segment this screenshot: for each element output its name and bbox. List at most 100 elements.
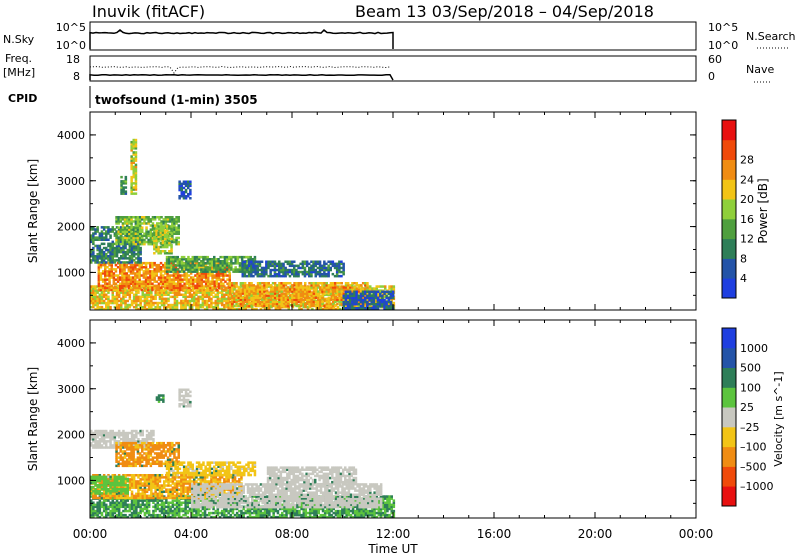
data-cell bbox=[129, 288, 133, 292]
data-cell bbox=[114, 274, 118, 277]
data-cell bbox=[273, 268, 277, 272]
data-cell bbox=[246, 294, 249, 297]
data-cell bbox=[342, 288, 346, 291]
data-cell bbox=[153, 286, 156, 290]
data-cell bbox=[340, 286, 343, 289]
data-cell bbox=[227, 509, 230, 513]
data-cell bbox=[146, 284, 150, 288]
data-cell bbox=[111, 511, 114, 515]
data-cell bbox=[387, 290, 391, 293]
data-cell bbox=[153, 229, 156, 232]
data-cell bbox=[189, 264, 192, 267]
data-cell bbox=[174, 264, 177, 267]
data-cell bbox=[145, 228, 148, 231]
data-cell bbox=[251, 307, 254, 311]
data-cell bbox=[376, 305, 380, 308]
data-cell bbox=[336, 305, 340, 309]
data-cell bbox=[105, 293, 108, 296]
data-cell bbox=[353, 296, 356, 300]
data-cell bbox=[329, 304, 333, 308]
data-cell bbox=[124, 180, 128, 183]
data-cell bbox=[310, 282, 313, 285]
data-cell bbox=[147, 238, 150, 242]
data-cell bbox=[178, 258, 182, 261]
data-cell bbox=[250, 270, 253, 274]
data-cell bbox=[143, 507, 147, 511]
data-cell bbox=[193, 268, 197, 271]
data-cell bbox=[266, 289, 269, 292]
data-cell bbox=[215, 288, 219, 292]
data-cell bbox=[222, 284, 225, 288]
data-cell bbox=[117, 303, 121, 307]
data-cell bbox=[132, 301, 136, 305]
data-cell bbox=[119, 236, 122, 240]
data-cell bbox=[161, 250, 165, 253]
data-cell bbox=[120, 505, 123, 509]
data-cell bbox=[289, 290, 292, 293]
data-cell bbox=[121, 284, 124, 288]
data-cell bbox=[318, 266, 322, 270]
data-cell bbox=[130, 178, 133, 181]
data-cell bbox=[204, 262, 207, 265]
data-cell bbox=[293, 274, 296, 278]
data-cell bbox=[115, 216, 118, 219]
data-cell bbox=[130, 291, 134, 294]
data-cell bbox=[282, 274, 285, 278]
data-cell bbox=[196, 280, 199, 283]
data-cell bbox=[130, 259, 134, 262]
data-cell bbox=[90, 509, 93, 513]
data-cell bbox=[251, 507, 254, 511]
data-cell bbox=[170, 229, 173, 232]
data-cell bbox=[308, 285, 312, 288]
data-cell bbox=[206, 262, 209, 265]
data-cell bbox=[298, 307, 301, 311]
data-cell bbox=[338, 260, 341, 263]
data-cell bbox=[90, 515, 93, 519]
data-cell bbox=[177, 288, 180, 292]
data-cell bbox=[280, 284, 283, 287]
data-cell bbox=[188, 307, 192, 311]
data-cell bbox=[295, 294, 298, 297]
data-cell bbox=[112, 274, 116, 277]
data-cell bbox=[254, 300, 258, 304]
data-cell bbox=[278, 304, 281, 308]
data-cell bbox=[177, 240, 180, 244]
data-cell bbox=[153, 237, 156, 241]
data-cell bbox=[123, 282, 126, 285]
data-cell bbox=[316, 266, 320, 270]
data-cell bbox=[96, 511, 99, 515]
data-cell bbox=[151, 274, 154, 277]
data-cell bbox=[132, 232, 135, 235]
data-cell bbox=[261, 302, 264, 306]
data-cell bbox=[280, 302, 283, 306]
data-cell bbox=[218, 297, 222, 301]
data-cell bbox=[372, 305, 375, 308]
data-cell bbox=[135, 511, 138, 515]
data-cell bbox=[297, 292, 301, 295]
data-cell bbox=[366, 296, 369, 300]
data-cell bbox=[115, 218, 118, 221]
data-cell bbox=[111, 226, 114, 229]
data-cell bbox=[123, 240, 127, 244]
data-cell bbox=[163, 301, 166, 305]
data-cell bbox=[127, 276, 131, 279]
data-cell bbox=[389, 294, 393, 298]
data-cell bbox=[376, 302, 380, 306]
data-cell bbox=[123, 238, 127, 242]
data-cell bbox=[349, 284, 352, 287]
data-cell bbox=[165, 299, 168, 303]
data-cell bbox=[290, 262, 294, 266]
data-cell bbox=[128, 230, 131, 233]
data-cell bbox=[217, 261, 221, 265]
data-cell bbox=[136, 216, 140, 219]
data-cell bbox=[124, 175, 128, 179]
data-cell bbox=[243, 282, 247, 285]
data-cell bbox=[256, 288, 260, 291]
data-cell bbox=[387, 300, 391, 304]
data-cell bbox=[258, 302, 262, 306]
data-cell bbox=[119, 284, 122, 288]
data-cell bbox=[153, 227, 156, 230]
data-cell bbox=[256, 262, 259, 266]
data-cell bbox=[130, 507, 134, 511]
data-cell bbox=[267, 282, 270, 285]
